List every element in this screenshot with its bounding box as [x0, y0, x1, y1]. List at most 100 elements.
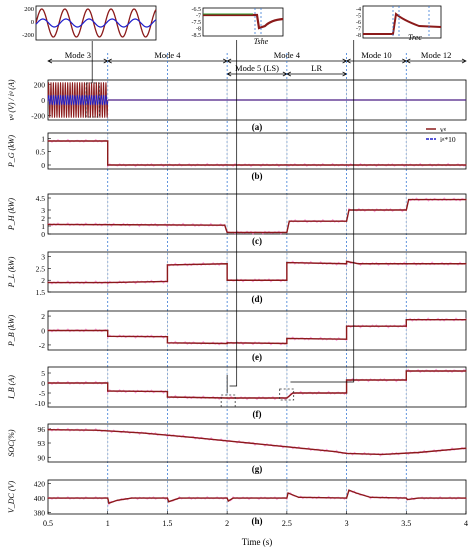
data-point [166, 497, 169, 499]
xtick-label: 2.5 [282, 519, 292, 528]
xtick-label: 1 [106, 519, 110, 528]
data-point [116, 499, 118, 501]
xtick-label: 4 [464, 519, 468, 528]
data-point [226, 231, 228, 233]
data-point [345, 263, 348, 265]
data-point [345, 338, 348, 340]
data-point [47, 281, 49, 284]
data-point [95, 429, 97, 431]
inset-ls-label: Tshe [254, 37, 269, 46]
ytick-label: 3 [41, 253, 45, 262]
ytick-label: -2 [39, 341, 45, 350]
data-point [166, 391, 169, 393]
panel-frame [47, 193, 467, 235]
ytick-label: 96 [38, 425, 46, 434]
inset-connector [229, 40, 238, 387]
data-point [226, 279, 228, 281]
panel-frame [47, 366, 467, 408]
ytick-label: 0.5 [36, 148, 46, 157]
panel-f: 50-5-10 I_B (A) (f) [7, 366, 467, 419]
data-point [298, 496, 300, 498]
ytick-label: -10 [35, 399, 45, 408]
data-point [345, 452, 348, 455]
inset-waveform-current [35, 18, 157, 28]
zoom-box [85, 82, 100, 118]
ytick-label: 0 [41, 327, 45, 336]
data-point [345, 497, 348, 499]
inset-lr-trace [363, 12, 442, 35]
data-point [348, 489, 350, 491]
ytick-label: 2 [41, 214, 45, 223]
data-point [465, 199, 467, 201]
ytick-label: 4.5 [36, 194, 46, 203]
legend-label: iᵍ*10 [440, 135, 456, 144]
panel-b: 1 0.5 0 P_G (kW) (b) [7, 132, 467, 181]
mode-label: Mode 5 (LS) [235, 63, 279, 73]
series-current-line [47, 94, 109, 106]
data-point [107, 335, 109, 337]
data-point [345, 379, 348, 381]
panel-label: (f) [253, 409, 262, 419]
data-point [168, 501, 170, 503]
mode-arrowhead [461, 58, 467, 64]
data-point [369, 496, 372, 498]
ytick-label: 90 [38, 453, 46, 462]
data-point [405, 379, 407, 381]
panel-label: (d) [252, 294, 263, 304]
inset-lr-ytick: -5 [356, 14, 361, 20]
inset-load-restoration: -4-5-6-7-8 Trec [356, 5, 442, 42]
ytick-label: 2.5 [36, 264, 46, 273]
data-point [405, 497, 407, 499]
data-point [190, 436, 192, 438]
mode-label: Mode 3 [65, 50, 91, 60]
data-point [465, 447, 467, 449]
ylabel: V_DC (V) [7, 481, 16, 514]
data-point [465, 164, 467, 166]
data-point [286, 279, 288, 281]
data-point [166, 396, 169, 398]
inset-load-shedding: -6.5-7-7.5-8-8.5 Tshe [192, 7, 284, 46]
ytick-label: 0 [41, 230, 45, 239]
data-point [465, 370, 467, 372]
panel-d: 3 2.5 2 1.5 P_L (kW) (d) [7, 251, 467, 304]
ytick-label: 1 [41, 222, 45, 231]
ytick-label: 1 [41, 134, 45, 143]
panel-label: (b) [252, 171, 263, 181]
mode-label: Mode 10 [361, 50, 391, 60]
data-point [232, 397, 234, 399]
series-line [48, 489, 466, 505]
series-reference-line [47, 138, 467, 168]
xtick-label: 1.5 [162, 519, 172, 528]
data-point [166, 264, 169, 266]
inset-waveform-voltage [35, 8, 157, 38]
ylabel: P_H (kW) [7, 198, 16, 232]
data-point [47, 140, 49, 142]
data-point [47, 223, 49, 225]
ytick-label: 1.5 [36, 288, 46, 297]
data-point [286, 337, 288, 340]
data-point [166, 336, 169, 338]
data-point [465, 319, 467, 321]
ylabel: SOC(%) [7, 429, 16, 456]
zoom-box [220, 394, 236, 408]
data-point [47, 497, 49, 499]
data-point [405, 319, 407, 321]
ytick-label: 380 [34, 509, 46, 518]
panel-frame [47, 479, 467, 515]
data-point [238, 441, 240, 443]
data-point [405, 209, 407, 211]
panel-label: (e) [252, 352, 262, 362]
inset-ls-ytick: -6.5 [192, 7, 202, 13]
mode-arrowhead [47, 58, 53, 64]
data-point [406, 498, 409, 501]
ytick-label: 400 [34, 494, 46, 503]
ytick-label: 200 [34, 81, 46, 90]
inset-waveform-ytick: 200 [24, 6, 34, 13]
series-line [48, 370, 466, 399]
ylabel: P_L (kW) [7, 256, 16, 288]
data-point [286, 497, 288, 499]
data-point [226, 263, 228, 265]
xtick-label: 2 [225, 519, 229, 528]
data-point [286, 397, 288, 399]
